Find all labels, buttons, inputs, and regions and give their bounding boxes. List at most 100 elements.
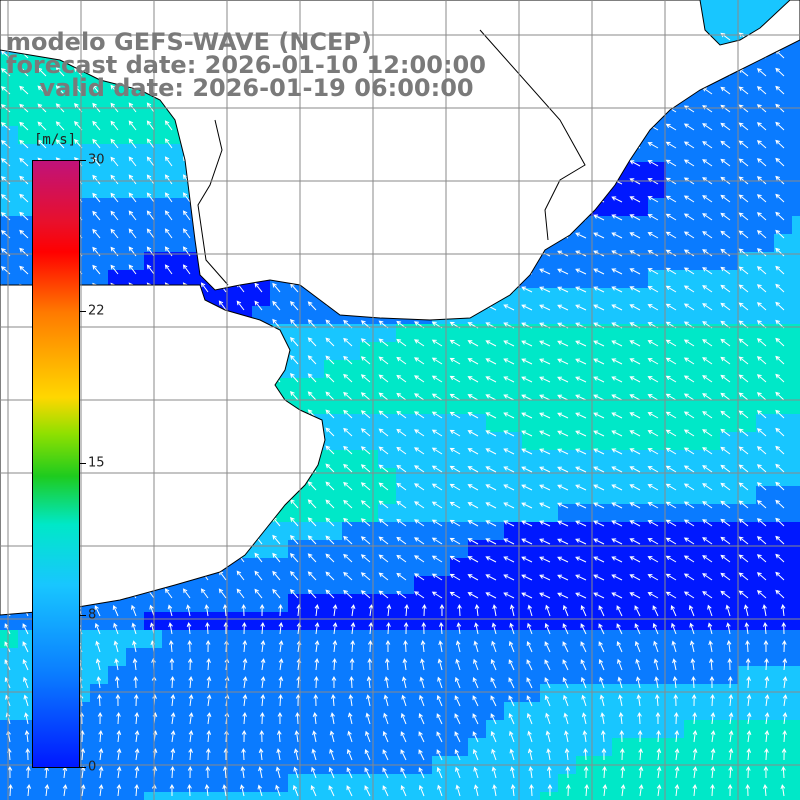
wind-cell (486, 684, 504, 702)
wind-arrow (236, 300, 245, 311)
wind-cell (414, 666, 432, 684)
wind-arrow (360, 572, 371, 581)
wind-cell (684, 450, 702, 468)
wind-arrow (756, 536, 767, 545)
wind-cell (126, 666, 144, 684)
wind-cell (414, 414, 432, 432)
wind-arrow (611, 394, 623, 401)
wind-cell (612, 684, 630, 702)
wind-cell (108, 630, 126, 648)
wind-cell (504, 792, 522, 800)
wind-cell (468, 774, 486, 792)
wind-cell (540, 648, 558, 666)
wind-arrow (186, 622, 192, 635)
wind-arrow (738, 140, 749, 149)
wind-cell (666, 270, 684, 288)
wind-cell (396, 522, 414, 540)
wind-arrow (746, 712, 752, 725)
wind-cell (576, 468, 594, 486)
wind-cell (648, 468, 666, 486)
wind-arrow (503, 484, 515, 491)
wind-arrow (593, 268, 605, 275)
wind-arrow (702, 285, 713, 293)
wind-arrow (575, 430, 587, 437)
wind-cell (342, 540, 360, 558)
wind-arrow (431, 555, 443, 563)
wind-arrow (665, 411, 677, 419)
wind-cell (540, 792, 558, 800)
wind-arrow (19, 175, 29, 185)
wind-cell (702, 612, 720, 630)
wind-cell (396, 378, 414, 396)
wind-arrow (683, 519, 695, 527)
wind-cell (720, 648, 738, 666)
wind-cell (522, 522, 540, 540)
wind-arrow (414, 501, 425, 509)
wind-arrow (382, 730, 389, 743)
wind-cell (324, 360, 342, 378)
wind-cell (774, 162, 792, 180)
wind-arrow (97, 711, 103, 725)
wind-arrow (762, 622, 768, 635)
wind-cell (738, 144, 756, 162)
wind-cell (792, 360, 800, 378)
wind-cell (684, 126, 702, 144)
wind-cell (666, 108, 684, 126)
wind-cell (90, 270, 108, 288)
wind-arrow (454, 731, 461, 743)
wind-cell (522, 666, 540, 684)
wind-cell (432, 522, 450, 540)
wind-cell (738, 324, 756, 342)
wind-cell (594, 306, 612, 324)
wind-arrow (756, 122, 767, 131)
wind-cell (630, 306, 648, 324)
wind-arrow (702, 483, 713, 491)
wind-arrow (503, 556, 515, 563)
wind-cell (738, 612, 756, 630)
wind-arrow (710, 712, 716, 725)
wind-cell (540, 486, 558, 504)
wind-arrow (638, 766, 644, 779)
wind-cell (18, 792, 36, 800)
wind-cell (0, 72, 18, 90)
wind-cell (270, 702, 288, 720)
wind-cell (0, 144, 18, 162)
wind-cell (288, 702, 306, 720)
wind-arrow (665, 123, 677, 131)
wind-arrow (418, 767, 425, 779)
wind-arrow (332, 657, 337, 671)
wind-cell (576, 360, 594, 378)
wind-cell (396, 342, 414, 360)
wind-arrow (683, 447, 695, 455)
wind-arrow (738, 266, 749, 275)
wind-arrow (272, 552, 281, 563)
wind-arrow (0, 140, 11, 149)
wind-cell (0, 198, 18, 216)
wind-arrow (378, 356, 389, 365)
wind-arrow (146, 192, 155, 203)
wind-cell (558, 342, 576, 360)
wind-arrow (710, 730, 716, 743)
wind-arrow (131, 622, 137, 635)
wind-arrow (545, 604, 551, 617)
wind-cell (306, 684, 324, 702)
wind-arrow (360, 446, 371, 455)
wind-arrow (170, 675, 175, 689)
wind-cell (648, 774, 666, 792)
wind-arrow (449, 519, 461, 527)
wind-arrow (647, 160, 659, 167)
wind-arrow (782, 729, 787, 743)
wind-arrow (98, 748, 104, 761)
wind-arrow (575, 340, 587, 347)
wind-cell (774, 486, 792, 504)
wind-cell (504, 630, 522, 648)
wind-cell (702, 558, 720, 576)
wind-arrow (449, 501, 461, 509)
wind-arrow (611, 214, 623, 221)
wind-arrow (23, 676, 29, 689)
wind-arrow (149, 604, 155, 617)
wind-arrow (132, 658, 138, 671)
wind-cell (342, 450, 360, 468)
wind-arrow (307, 337, 317, 347)
wind-cell (162, 612, 180, 630)
